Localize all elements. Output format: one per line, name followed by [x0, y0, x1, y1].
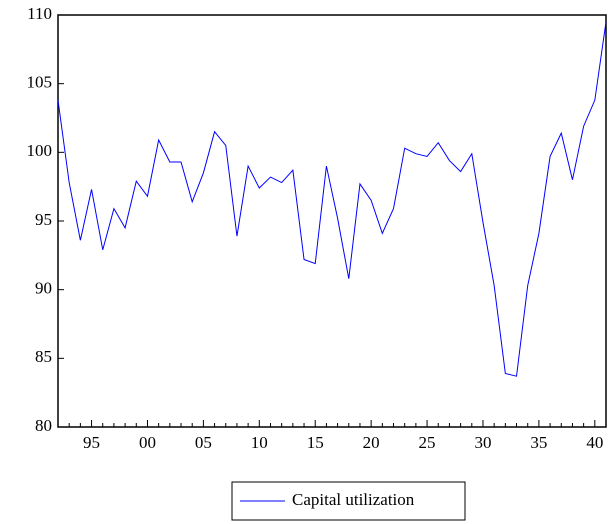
legend-label: Capital utilization — [292, 490, 415, 509]
y-tick-label: 100 — [27, 141, 53, 160]
y-tick-label: 105 — [27, 73, 53, 92]
x-tick-label: 30 — [474, 433, 491, 452]
x-tick-label: 15 — [307, 433, 324, 452]
y-tick-label: 85 — [35, 347, 52, 366]
x-tick-label: 00 — [139, 433, 156, 452]
x-tick-label: 95 — [83, 433, 100, 452]
x-tick-label: 40 — [586, 433, 603, 452]
y-tick-label: 80 — [35, 416, 52, 435]
y-tick-label: 95 — [35, 210, 52, 229]
x-tick-label: 25 — [419, 433, 436, 452]
x-tick-label: 20 — [363, 433, 380, 452]
plot-frame — [57, 14, 607, 428]
x-tick-label: 35 — [530, 433, 547, 452]
y-tick-label: 90 — [35, 279, 52, 298]
x-tick-label: 10 — [251, 433, 268, 452]
x-tick-label: 05 — [195, 433, 212, 452]
data-line — [57, 21, 607, 377]
y-tick-label: 110 — [27, 4, 52, 23]
